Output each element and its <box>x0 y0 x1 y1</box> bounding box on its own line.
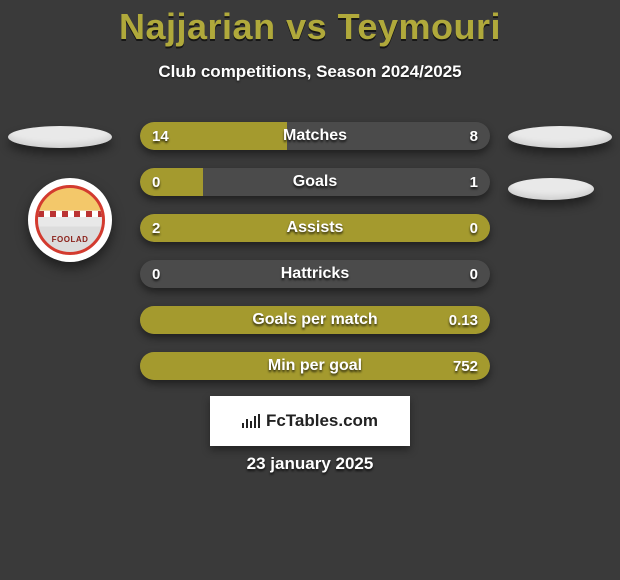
subtitle: Club competitions, Season 2024/2025 <box>0 62 620 82</box>
stat-row: 14Matches8 <box>140 122 490 150</box>
stat-label: Matches <box>140 122 490 150</box>
stats-container: 14Matches80Goals12Assists00Hattricks0Goa… <box>140 122 490 398</box>
date-label: 23 january 2025 <box>0 454 620 474</box>
footer-attribution: FcTables.com <box>210 396 410 446</box>
stat-label: Assists <box>140 214 490 242</box>
stat-value-right: 0.13 <box>449 306 478 334</box>
player-right-ellipse <box>508 126 612 148</box>
stat-row: 0Hattricks0 <box>140 260 490 288</box>
stat-value-right: 1 <box>470 168 478 196</box>
stat-value-right: 8 <box>470 122 478 150</box>
stat-row: 2Assists0 <box>140 214 490 242</box>
club-badge: FOOLAD <box>28 178 112 262</box>
stat-row: Goals per match0.13 <box>140 306 490 334</box>
club-badge-inner: FOOLAD <box>35 185 105 255</box>
club-badge-text: FOOLAD <box>38 235 102 244</box>
stat-label: Hattricks <box>140 260 490 288</box>
stat-value-right: 752 <box>453 352 478 380</box>
bars-icon <box>242 414 260 428</box>
stat-label: Goals per match <box>140 306 490 334</box>
page-title: Najjarian vs Teymouri <box>0 0 620 48</box>
stat-row: 0Goals1 <box>140 168 490 196</box>
player-right-ellipse-2 <box>508 178 594 200</box>
stat-label: Goals <box>140 168 490 196</box>
stat-label: Min per goal <box>140 352 490 380</box>
stat-value-right: 0 <box>470 214 478 242</box>
footer-label: FcTables.com <box>266 411 378 431</box>
player-left-ellipse <box>8 126 112 148</box>
stat-row: Min per goal752 <box>140 352 490 380</box>
stat-value-right: 0 <box>470 260 478 288</box>
